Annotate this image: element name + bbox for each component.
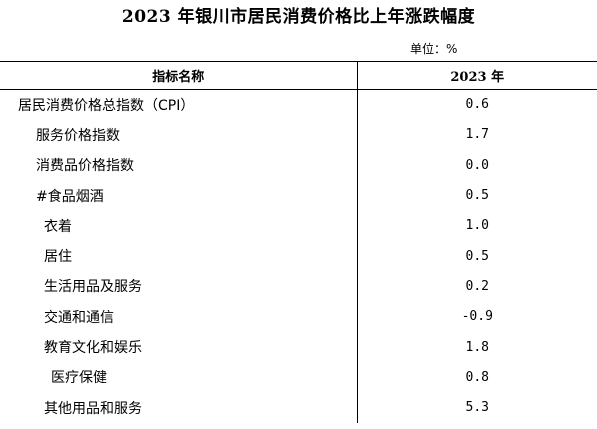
indicator-value: 0.6 xyxy=(465,97,489,113)
table-row: 生活用品及服务 0.2 xyxy=(0,271,597,302)
indicator-value: 1.7 xyxy=(465,127,489,143)
unit-label: 单位：% xyxy=(410,42,458,56)
indicator-value: 5.3 xyxy=(465,400,489,416)
indicator-name: 服务价格指数 xyxy=(0,119,358,151)
indicator-name: 居住 xyxy=(0,240,358,272)
table-row: #食品烟酒 0.5 xyxy=(0,180,597,211)
column-header-year: 2023 年 xyxy=(357,61,597,90)
table-header-row: 指标名称 2023 年 xyxy=(0,61,597,90)
indicator-name: 居民消费价格总指数（CPI） xyxy=(0,89,358,120)
indicator-value: 0.2 xyxy=(465,278,489,294)
price-index-table: 指标名称 2023 年 居民消费价格总指数（CPI） 0.6 服务价格指数 1.7 消费… xyxy=(0,61,597,423)
indicator-name: 教育文化和娱乐 xyxy=(0,331,358,363)
column-header-indicator: 指标名称 xyxy=(0,61,358,90)
indicator-value: 0.5 xyxy=(465,248,489,264)
indicator-name: 消费品价格指数 xyxy=(0,150,358,181)
indicator-value: 0.5 xyxy=(465,188,489,204)
indicator-value: -0.9 xyxy=(461,309,493,325)
indicator-name: #食品烟酒 xyxy=(0,180,358,211)
table-row: 居民消费价格总指数（CPI） 0.6 xyxy=(0,89,597,120)
indicator-name: 其他用品和服务 xyxy=(0,392,358,423)
indicator-name: 医疗保健 xyxy=(0,362,358,393)
indicator-name: 衣着 xyxy=(0,210,358,241)
table-body: 居民消费价格总指数（CPI） 0.6 服务价格指数 1.7 消费品价格指数 0.0 #食品烟… xyxy=(0,89,597,423)
table-row: 消费品价格指数 0.0 xyxy=(0,150,597,181)
indicator-value: 1.8 xyxy=(465,339,489,355)
page-title: 2023 年银川市居民消费价格比上年涨跌幅度 xyxy=(121,7,476,27)
table-row: 教育文化和娱乐 1.8 xyxy=(0,331,597,363)
table-row: 医疗保健 0.8 xyxy=(0,362,597,393)
table-row: 其他用品和服务 5.3 xyxy=(0,392,597,423)
table-row: 衣着 1.0 xyxy=(0,210,597,241)
table-row: 居住 0.5 xyxy=(0,240,597,272)
table-row: 交通和通信 -0.9 xyxy=(0,301,597,332)
indicator-value: 0.8 xyxy=(465,369,489,385)
indicator-name: 生活用品及服务 xyxy=(0,271,358,302)
indicator-name: 交通和通信 xyxy=(0,301,358,332)
indicator-value: 0.0 xyxy=(465,157,489,173)
indicator-value: 1.0 xyxy=(465,218,489,234)
table-row: 服务价格指数 1.7 xyxy=(0,119,597,151)
